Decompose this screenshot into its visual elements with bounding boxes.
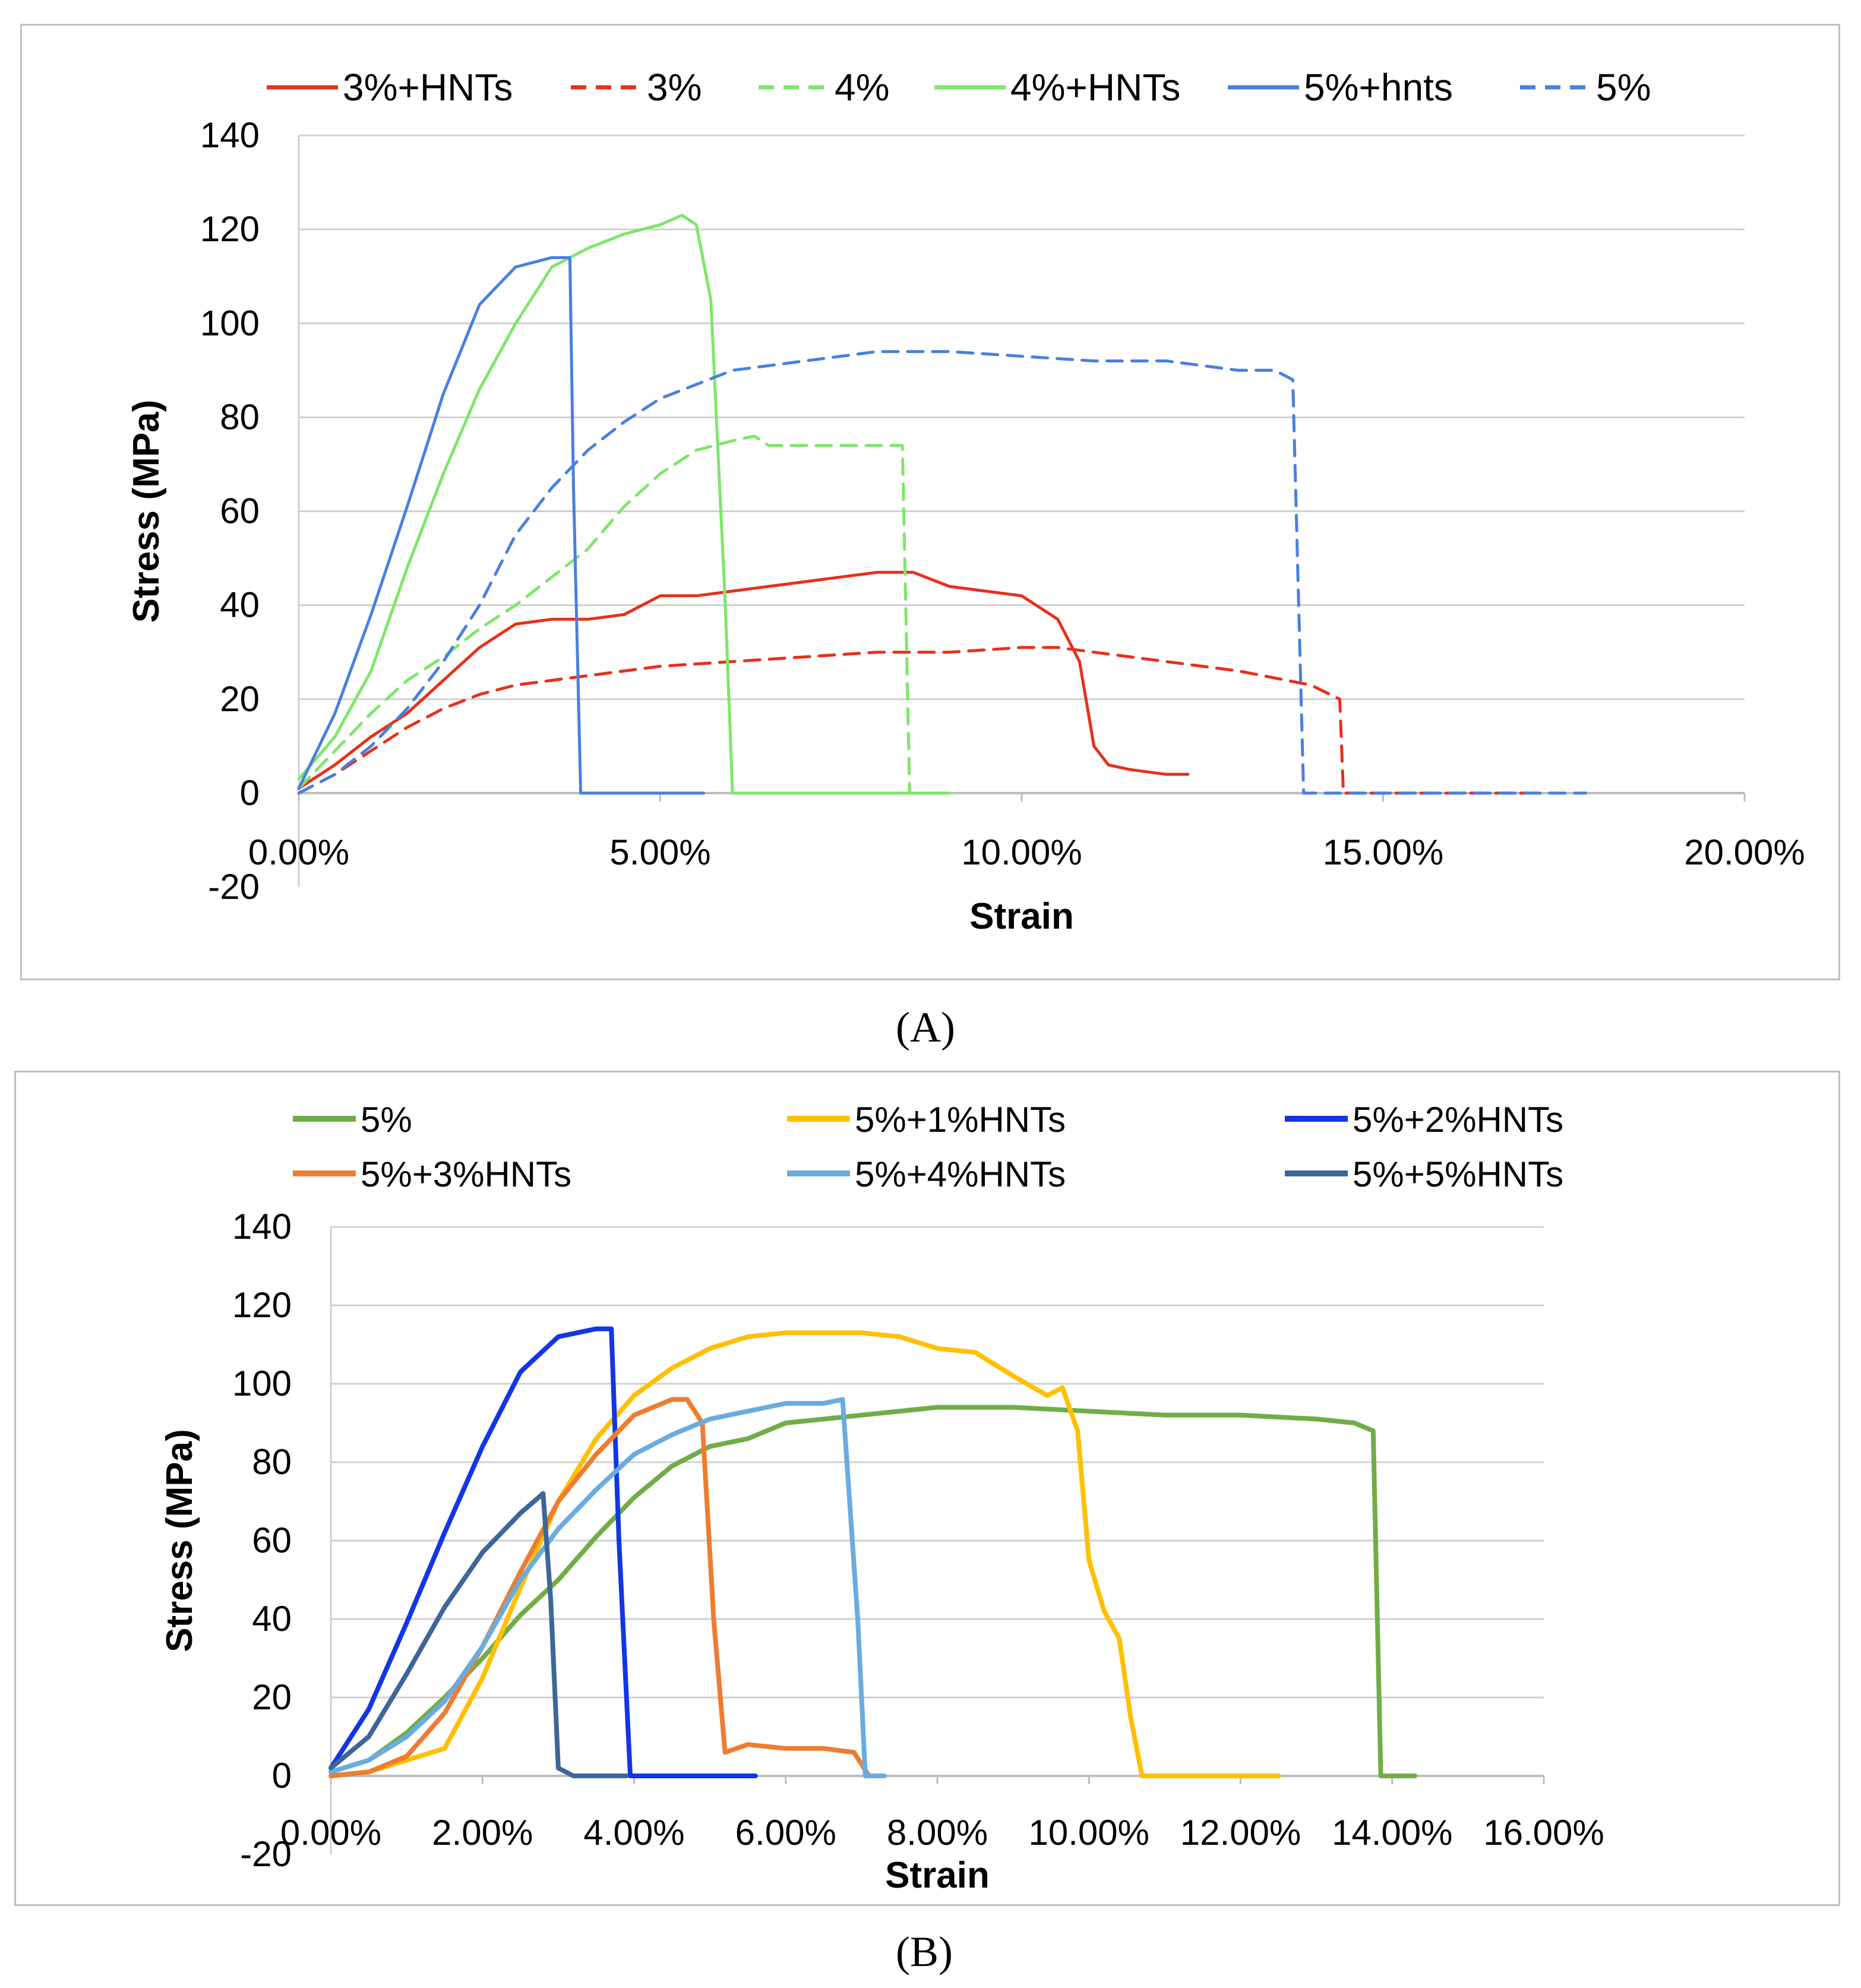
chart-b-y-tick-label: 100 <box>232 1364 292 1403</box>
chart-a-series-line <box>297 434 951 795</box>
chart-b-x-tick-label: 4.00% <box>583 1813 684 1853</box>
chart-a-y-axis-title: Stress (MPa) <box>126 400 167 623</box>
chart-b-legend-label: 5%+2%HNTs <box>1353 1100 1563 1140</box>
chart-a-series-line <box>297 646 1530 795</box>
chart-b-y-tick-label: 120 <box>232 1285 292 1325</box>
chart-a-y-tick-label: 40 <box>220 585 260 625</box>
chart-b-series-line <box>328 1405 1417 1778</box>
chart-b-x-tick-label: 0.00% <box>280 1813 381 1853</box>
chart-b-series-line <box>328 1397 872 1778</box>
chart-b-series-line <box>328 1330 1281 1778</box>
chart-a-legend-label: 5% <box>1596 66 1651 109</box>
chart-a-y-tick-label: 140 <box>200 115 260 155</box>
chart-b-svg: -20 0 20 40 60 80 100 120 140 0.00% 2.00% 4.00% 6.00… <box>159 1100 1604 1896</box>
chart-b-legend-label: 5%+3%HNTs <box>361 1154 571 1194</box>
chart-a-legend-label: 4% <box>835 66 890 109</box>
chart-a-legend-label: 4%+HNTs <box>1010 66 1180 109</box>
chart-b-series-line <box>328 1397 887 1778</box>
chart-b-x-axis-title: Strain <box>885 1855 990 1896</box>
chart-b-x-tick-label: 6.00% <box>735 1813 836 1853</box>
chart-b-x-tick-label: 8.00% <box>887 1813 988 1853</box>
chart-a-x-tick-label: 15.00% <box>1323 832 1444 872</box>
chart-b-y-tick-label: 0 <box>272 1756 292 1795</box>
chart-b-y-tick-label: -20 <box>240 1834 292 1874</box>
chart-b-x-tick-label: 16.00% <box>1483 1813 1604 1853</box>
chart-b-y-tick-label: 80 <box>252 1442 292 1482</box>
chart-a-legend-label: 3% <box>647 66 702 109</box>
chart-b-x-tick-label: 12.00% <box>1180 1813 1301 1853</box>
chart-a-svg: -20 0 20 40 60 80 100 120 140 0.00% 5.00% 10.00% 15.… <box>126 66 1805 937</box>
chart-a-legend-label: 5%+hnts <box>1304 66 1453 109</box>
chart-a-x-tick-label: 20.00% <box>1684 832 1805 872</box>
chart-b-legend-label: 5%+1%HNTs <box>855 1100 1066 1140</box>
chart-a-y-tick-label: 100 <box>200 303 260 343</box>
chart-b-series-line <box>328 1326 758 1778</box>
chart-b-y-tick-label: 140 <box>232 1207 292 1247</box>
chart-b-y-tick-label: 60 <box>252 1520 292 1560</box>
chart-b-y-tick-label: 40 <box>252 1599 292 1639</box>
chart-b-panel: -20 0 20 40 60 80 100 120 140 0.00% 2.00% 4.00% 6.00… <box>14 1071 1840 1906</box>
chart-b-legend-label: 5%+5%HNTs <box>1353 1154 1563 1194</box>
chart-a-y-tick-label: 0 <box>240 773 260 813</box>
chart-b-label: (B) <box>896 1928 953 1976</box>
chart-b-series-line <box>328 1491 629 1778</box>
chart-a-label: (A) <box>896 1004 955 1051</box>
chart-a-series-line <box>297 256 705 795</box>
chart-a-y-tick-label: 80 <box>220 397 260 437</box>
chart-b-y-axis-title: Stress (MPa) <box>159 1429 200 1652</box>
chart-b-legend-label: 5% <box>361 1100 412 1140</box>
chart-a-y-tick-label: 120 <box>200 209 260 249</box>
chart-b-legend-label: 5%+4%HNTs <box>855 1154 1066 1194</box>
chart-a-series-line <box>297 570 1190 790</box>
chart-a-series-line <box>297 213 951 795</box>
chart-a-y-tick-label: 20 <box>220 679 260 719</box>
chart-a-y-tick-label: -20 <box>208 867 260 907</box>
chart-b-x-tick-label: 14.00% <box>1332 1813 1453 1853</box>
chart-a-x-tick-label: 0.00% <box>248 832 349 872</box>
chart-a-x-tick-label: 10.00% <box>961 832 1082 872</box>
chart-a-panel: -20 0 20 40 60 80 100 120 140 0.00% 5.00% 10.00% 15.… <box>20 24 1840 980</box>
chart-b-y-tick-label: 20 <box>252 1677 292 1717</box>
chart-a-x-axis-title: Strain <box>969 896 1074 937</box>
chart-a-y-tick-label: 60 <box>220 491 260 531</box>
chart-a-series-line <box>297 350 1587 795</box>
chart-a-x-tick-label: 5.00% <box>609 832 710 872</box>
chart-b-x-tick-label: 2.00% <box>432 1813 533 1853</box>
chart-b-x-tick-label: 10.00% <box>1029 1813 1150 1853</box>
chart-a-legend-label: 3%+HNTs <box>343 66 513 109</box>
